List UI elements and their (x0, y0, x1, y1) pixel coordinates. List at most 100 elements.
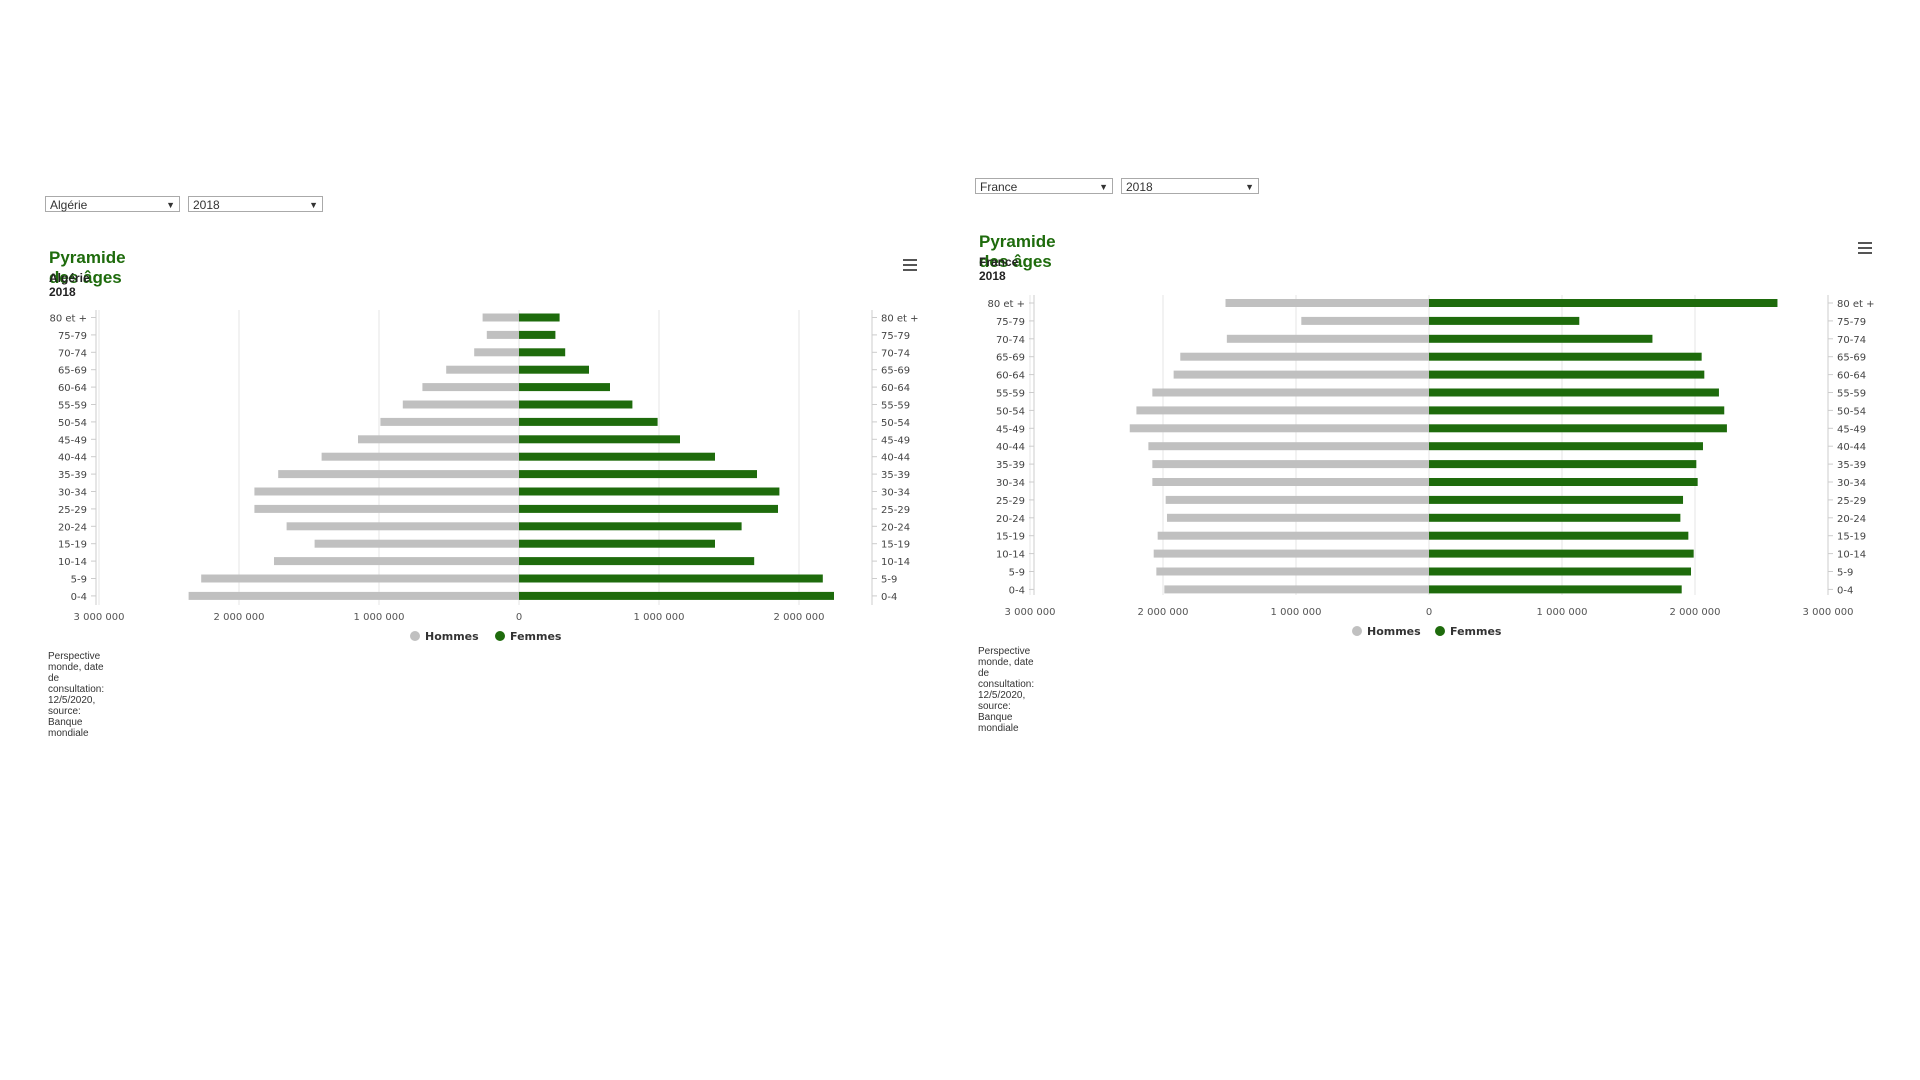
chart-title: Pyramide des âges (979, 232, 1056, 271)
legend-label: Femmes (510, 630, 562, 643)
category-label-right: 35-39 (1837, 460, 1866, 471)
bar-femmes (519, 313, 560, 322)
chart-title: Pyramide des âges (49, 248, 126, 287)
hamburger-menu-icon[interactable] (903, 259, 917, 271)
category-label-left: 25-29 (996, 496, 1025, 507)
category-label-left: 60-64 (58, 383, 87, 394)
bar-hommes (188, 591, 519, 600)
legend-marker-hommes (410, 631, 420, 641)
bar-hommes (486, 330, 519, 339)
bar-hommes (1156, 567, 1429, 576)
legend-marker-hommes (1352, 626, 1362, 636)
year-select-value: 2018 (193, 198, 220, 212)
bar-femmes (1429, 352, 1702, 361)
bar-femmes (1429, 460, 1697, 469)
selectors: Algérie ▼ 2018 ▼ (45, 196, 323, 212)
category-label-left: 45-49 (58, 435, 87, 446)
category-label-left: 35-39 (996, 460, 1025, 471)
x-tick-label: 2 000 000 (1138, 607, 1189, 618)
bar-hommes (1165, 495, 1429, 504)
category-label-left: 25-29 (58, 505, 87, 516)
bar-femmes (519, 365, 589, 374)
bar-femmes (1429, 442, 1703, 451)
bar-hommes (358, 435, 519, 444)
bar-hommes (201, 574, 519, 583)
x-tick-label: 1 000 000 (1537, 607, 1588, 618)
bar-femmes (519, 522, 742, 531)
bar-femmes (1429, 513, 1681, 522)
bar-hommes (254, 487, 519, 496)
category-label-right: 10-14 (1837, 550, 1866, 561)
bar-hommes (1164, 585, 1429, 594)
category-label-right: 25-29 (1837, 496, 1866, 507)
legend-marker-femmes (1435, 626, 1445, 636)
bar-hommes (314, 539, 519, 548)
bar-hommes (1153, 549, 1429, 558)
pyramid-chart-algerie: 3 000 000 2 000 000 1 000 000 0 1 000 000 2 0… (49, 310, 919, 643)
bar-femmes (519, 574, 823, 583)
category-label-left: 35-39 (58, 470, 87, 481)
bar-femmes (519, 487, 780, 496)
category-label-right: 75-79 (1837, 317, 1866, 328)
year-select-value: 2018 (1126, 180, 1153, 194)
bar-hommes (1129, 424, 1429, 433)
selectors: France ▼ 2018 ▼ (975, 178, 1259, 194)
category-label-right: 0-4 (881, 592, 897, 603)
legend-label: Hommes (425, 630, 479, 643)
category-label-left: 30-34 (58, 488, 87, 499)
bar-hommes (1148, 442, 1429, 451)
country-select[interactable]: France ▼ (975, 178, 1113, 194)
bar-femmes (519, 591, 834, 600)
bar-femmes (1429, 567, 1692, 576)
bar-hommes (1173, 370, 1429, 379)
category-label-right: 65-69 (881, 366, 910, 377)
category-label-left: 55-59 (58, 401, 87, 412)
dropdown-arrow-icon: ▼ (309, 200, 318, 210)
x-tick-label: 3 000 000 (1005, 607, 1056, 618)
category-label-left: 50-54 (996, 406, 1025, 417)
category-label-right: 45-49 (881, 435, 910, 446)
bar-femmes (1429, 531, 1689, 540)
bar-femmes (519, 452, 715, 461)
category-label-right: 60-64 (881, 383, 910, 394)
country-select[interactable]: Algérie ▼ (45, 196, 180, 212)
bar-femmes (1429, 549, 1694, 558)
category-label-right: 20-24 (1837, 514, 1866, 525)
category-label-right: 70-74 (1837, 335, 1866, 346)
bar-hommes (1166, 513, 1429, 522)
category-label-right: 25-29 (881, 505, 910, 516)
bar-femmes (519, 383, 610, 392)
year-select[interactable]: 2018 ▼ (1121, 178, 1259, 194)
x-tick-label: 1 000 000 (1271, 607, 1322, 618)
category-label-right: 55-59 (881, 401, 910, 412)
category-label-left: 5-9 (1009, 568, 1025, 579)
category-label-right: 15-19 (881, 540, 910, 551)
category-label-left: 75-79 (58, 331, 87, 342)
category-label-left: 5-9 (71, 575, 87, 586)
bar-femmes (1429, 585, 1682, 594)
category-label-right: 40-44 (881, 453, 910, 464)
x-tick-label: 2 000 000 (1670, 607, 1721, 618)
dropdown-arrow-icon: ▼ (166, 200, 175, 210)
bar-hommes (1225, 299, 1429, 307)
chart-subtitle: Algérie 2018 (49, 271, 90, 299)
bar-hommes (380, 417, 519, 426)
category-label-left: 60-64 (996, 371, 1025, 382)
bar-femmes (519, 504, 778, 513)
category-label-left: 65-69 (58, 366, 87, 377)
bar-femmes (519, 417, 658, 426)
hamburger-menu-icon[interactable] (1858, 242, 1872, 254)
bar-hommes (482, 313, 519, 322)
bar-hommes (1152, 460, 1429, 469)
category-label-left: 40-44 (996, 442, 1025, 453)
country-select-value: France (980, 180, 1018, 194)
bar-femmes (1429, 370, 1705, 379)
category-label-left: 30-34 (996, 478, 1025, 489)
year-select[interactable]: 2018 ▼ (188, 196, 323, 212)
category-label-left: 15-19 (996, 532, 1025, 543)
category-label-right: 50-54 (881, 418, 910, 429)
category-label-right: 30-34 (881, 488, 910, 499)
category-label-left: 80 et + (987, 299, 1025, 310)
category-label-right: 35-39 (881, 470, 910, 481)
category-label-left: 70-74 (58, 348, 87, 359)
